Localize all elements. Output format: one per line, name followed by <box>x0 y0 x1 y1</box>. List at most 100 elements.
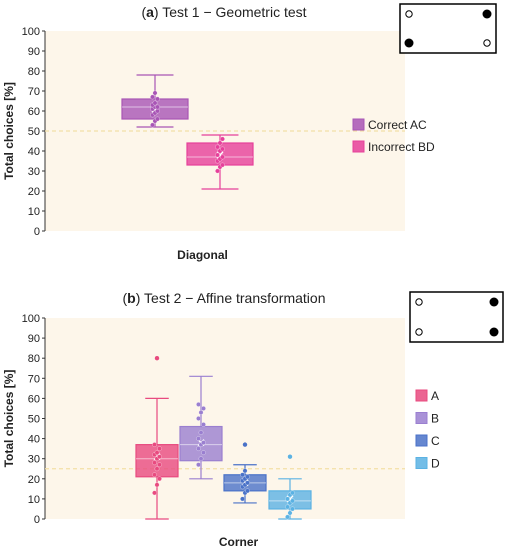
box-iqr <box>186 142 254 166</box>
data-point <box>220 136 225 142</box>
data-point <box>152 90 158 96</box>
panel-b: (b) Test 2 − Affine transformation 0 10 20 3… <box>2 290 504 549</box>
empty-corner-dot <box>405 10 413 18</box>
y-tick-label: 60 <box>28 106 40 118</box>
y-axis-label: Total choices [%] <box>2 82 16 180</box>
y-tick-label: 50 <box>28 414 40 426</box>
data-point <box>157 454 162 460</box>
data-point <box>285 504 290 510</box>
x-axis-label: Diagonal <box>177 248 228 262</box>
y-tick-label: 90 <box>28 46 40 58</box>
chart-title: (a) Test 1 − Geometric test <box>141 4 306 20</box>
empty-corner-dot <box>415 298 423 306</box>
corner-icon <box>409 291 504 343</box>
y-tick-label: 60 <box>28 393 40 405</box>
data-point <box>196 402 201 407</box>
legend-label: Correct AC <box>368 118 427 132</box>
data-point <box>150 122 155 128</box>
data-point <box>220 154 225 160</box>
data-point <box>152 472 157 478</box>
legend-swatch <box>415 412 428 424</box>
series-a <box>135 356 179 520</box>
data-point <box>220 162 225 168</box>
x-axis-label: Corner <box>219 535 259 549</box>
data-point <box>157 462 162 468</box>
data-point <box>240 496 245 502</box>
legend-label: B <box>431 412 439 426</box>
data-point <box>245 488 250 494</box>
data-point <box>285 514 290 520</box>
legend-label: D <box>431 457 440 471</box>
data-point <box>152 442 157 447</box>
filled-corner-dot <box>404 38 414 48</box>
y-tick-label: 30 <box>28 454 40 466</box>
data-point <box>201 406 206 411</box>
y-tick-label: 30 <box>28 166 40 178</box>
icon-frame <box>409 291 504 343</box>
outlier-point <box>287 454 293 459</box>
chart-title: (b) Test 2 − Affine transformation <box>123 290 326 306</box>
filled-corner-dot <box>489 297 499 307</box>
y-tick-label: 50 <box>28 126 40 138</box>
y-tick-label: 80 <box>28 66 40 78</box>
data-point <box>198 410 204 415</box>
data-point <box>155 108 160 114</box>
y-tick-label: 0 <box>34 514 40 526</box>
box-iqr <box>135 444 179 478</box>
outlier-point <box>154 356 160 361</box>
y-tick-label: 10 <box>28 206 40 218</box>
data-point <box>242 468 248 474</box>
data-point <box>287 510 293 516</box>
panel-a: (a) Test 1 − Geometric test 0 10 20 30 40 50 60… <box>2 3 497 262</box>
legend-label: Incorrect BD <box>368 140 435 154</box>
data-point <box>198 430 204 435</box>
data-point <box>245 480 250 486</box>
y-tick-label: 40 <box>28 434 40 446</box>
data-point <box>198 456 204 462</box>
data-point <box>155 116 160 122</box>
legend-label: A <box>431 389 439 403</box>
data-point <box>220 146 225 152</box>
legend-swatch <box>352 140 365 153</box>
y-tick-label: 70 <box>28 373 40 385</box>
empty-corner-dot <box>415 328 423 336</box>
series-d <box>268 454 312 520</box>
series-correct-ac <box>121 74 189 128</box>
y-tick-label: 20 <box>28 186 40 198</box>
series-incorrect-bd <box>186 134 254 190</box>
legend-swatch <box>415 434 428 447</box>
data-point <box>154 450 160 456</box>
data-point <box>201 450 206 456</box>
data-point <box>201 422 206 427</box>
box-iqr <box>268 490 312 510</box>
outlier-point <box>242 442 248 447</box>
data-point <box>152 460 157 466</box>
y-tick-label: 20 <box>28 474 40 486</box>
data-point <box>196 446 201 451</box>
data-point <box>154 466 160 472</box>
data-point <box>285 496 290 502</box>
y-tick-label: 0 <box>34 226 40 238</box>
data-point <box>240 472 245 478</box>
y-tick-label: 90 <box>28 333 40 345</box>
data-point <box>150 94 155 100</box>
legend-swatch <box>352 118 365 131</box>
data-point <box>215 144 220 150</box>
data-point <box>157 446 162 451</box>
filled-corner-dot <box>489 327 499 337</box>
data-point <box>217 140 223 146</box>
data-point <box>215 152 220 158</box>
series-b <box>179 375 223 480</box>
empty-corner-dot <box>483 39 491 47</box>
plot-area <box>45 31 405 231</box>
y-tick-label: 100 <box>22 26 40 38</box>
data-point <box>152 490 157 496</box>
data-point <box>196 436 201 441</box>
data-point <box>215 168 220 174</box>
data-point <box>155 104 160 110</box>
legend-label: C <box>431 434 440 448</box>
legend-swatch <box>415 457 428 469</box>
y-tick-label: 70 <box>28 86 40 98</box>
series-c <box>223 442 267 504</box>
